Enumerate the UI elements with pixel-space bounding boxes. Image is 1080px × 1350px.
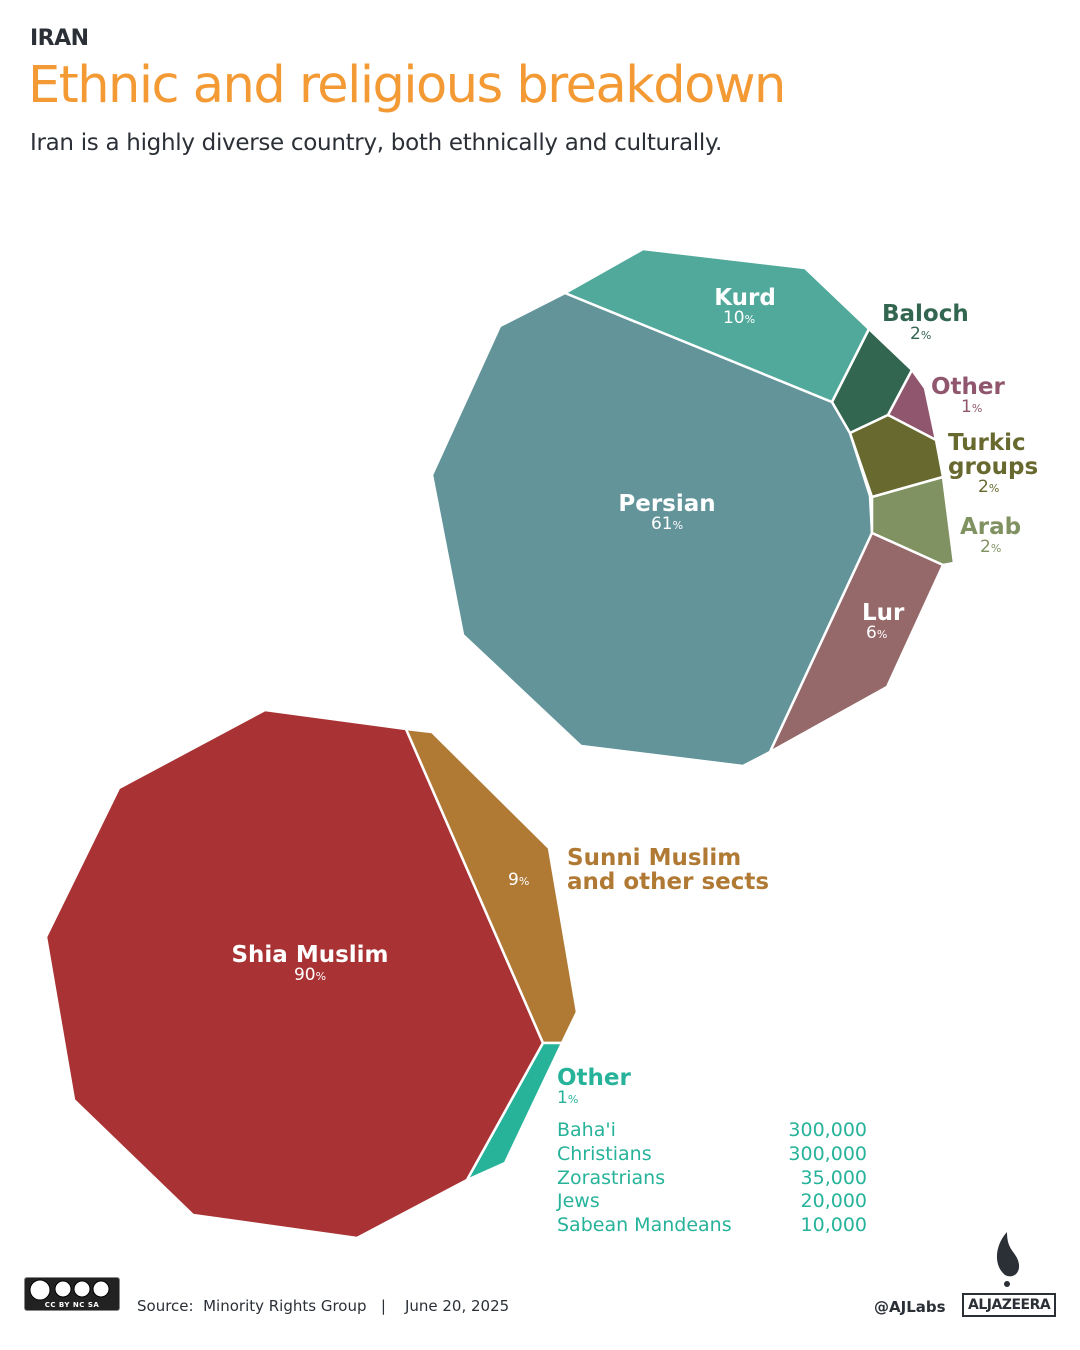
label-turkic: Turkic groups 2% bbox=[948, 430, 1039, 498]
cc-license-icon: CC BY NC SA bbox=[24, 1277, 120, 1311]
segment-other-religion bbox=[465, 1041, 564, 1182]
list-item: Sabean Mandeans 10,000 bbox=[557, 1214, 867, 1237]
label-other-ethnic: Other 1% bbox=[931, 374, 1005, 418]
segment-turkic bbox=[848, 413, 945, 499]
list-item: Jews 20,000 bbox=[557, 1190, 867, 1213]
label-sunni: Sunni Muslim and other sects bbox=[567, 845, 770, 896]
label-other-religion: Other 1% bbox=[557, 1065, 631, 1109]
list-item: Baha'i 300,000 bbox=[557, 1119, 867, 1141]
segment-arab bbox=[870, 475, 956, 567]
segment-kurd bbox=[563, 247, 871, 404]
label-shia: Shia Muslim 90% bbox=[231, 942, 389, 986]
label-persian: Persian 61% bbox=[618, 491, 716, 535]
list-item: Zorastrians 35,000 bbox=[557, 1166, 867, 1189]
ajlabs-handle: @AJLabs bbox=[874, 1298, 946, 1316]
label-arab: Arab 2% bbox=[960, 514, 1022, 558]
label-lur: Lur 6% bbox=[862, 600, 905, 644]
subtitle: Iran is a highly diverse country, both e… bbox=[30, 130, 722, 156]
kicker: IRAN bbox=[30, 26, 89, 51]
segment-lur bbox=[768, 531, 945, 754]
label-baloch: Baloch 2% bbox=[882, 301, 969, 345]
license-text: CC BY NC SA bbox=[44, 1301, 100, 1309]
label-sunni-value: 9% bbox=[508, 870, 530, 890]
label-kurd: Kurd 10% bbox=[714, 285, 776, 329]
aljazeera-logo-icon bbox=[996, 1232, 1020, 1287]
source-text: Source: Minority Rights Group | June 20,… bbox=[137, 1297, 510, 1315]
aljazeera-logo: ALJAZEERA bbox=[962, 1293, 1057, 1317]
list-item: Christians 300,000 bbox=[557, 1142, 867, 1165]
page-title: Ethnic and religious breakdown bbox=[28, 56, 786, 115]
footer: CC BY NC SA Source: Minority Rights Grou… bbox=[0, 1232, 1080, 1350]
other-religions-list: Baha'i 300,000 Christians 300,000 Zorastri… bbox=[557, 1119, 867, 1238]
